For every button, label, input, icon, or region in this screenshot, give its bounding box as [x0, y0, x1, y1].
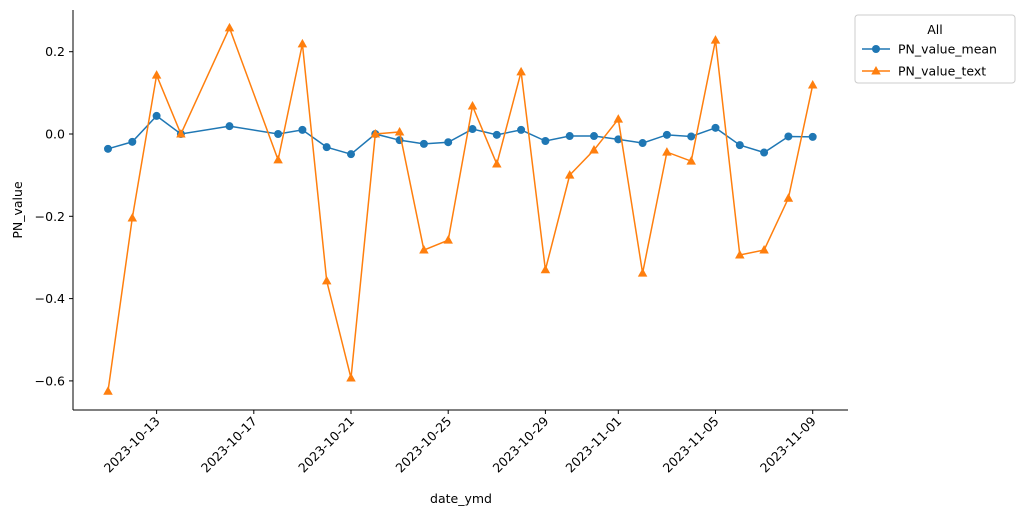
data-point [807, 80, 818, 89]
series-line [107, 25, 814, 392]
y-tick-label: 0.2 [45, 44, 65, 59]
x-tick-label: 2023-10-25 [392, 414, 454, 476]
data-point [662, 130, 671, 139]
data-point [127, 212, 138, 222]
data-point [224, 22, 235, 32]
data-point [783, 193, 794, 202]
data-point [516, 66, 526, 76]
data-point [321, 275, 332, 285]
x-axis-label: date_ymd [430, 491, 492, 506]
data-point [711, 123, 720, 132]
data-point [638, 139, 647, 148]
data-point [104, 144, 112, 153]
data-point [759, 245, 769, 254]
data-point [443, 235, 453, 244]
series-PN_value_mean [104, 111, 817, 159]
data-point [419, 245, 429, 254]
legend: All PN_value_mean PN_value_text [854, 14, 1016, 84]
legend-marker [872, 45, 880, 53]
data-point [614, 135, 623, 144]
x-tick-label: 2023-10-13 [101, 414, 163, 476]
data-point [735, 141, 744, 150]
axes [72, 10, 848, 411]
data-point [225, 122, 234, 131]
data-point [419, 139, 428, 148]
data-point [590, 132, 598, 141]
y-tick-label: −0.2 [35, 209, 65, 224]
y-tick-label: −0.6 [35, 373, 65, 388]
data-point [370, 129, 381, 138]
data-point [103, 386, 113, 395]
data-point [467, 101, 478, 110]
legend-label: PN_value_text [898, 64, 986, 79]
data-point [347, 150, 355, 159]
data-point [346, 373, 356, 382]
y-axis-label: PN_value [10, 181, 25, 239]
data-point [444, 138, 453, 147]
data-point [151, 70, 162, 79]
legend-marker [871, 66, 881, 75]
data-point [784, 132, 793, 141]
legend-label: PN_value_mean [898, 42, 997, 57]
data-point [176, 129, 186, 138]
data-point [152, 111, 161, 120]
series-PN_value_text [103, 22, 818, 395]
data-point [760, 148, 769, 157]
data-point [394, 126, 405, 136]
data-point [565, 132, 574, 141]
legend-item: PN_value_text [862, 64, 986, 79]
data-point [297, 38, 308, 48]
data-point [128, 137, 137, 146]
data-point [492, 130, 501, 139]
data-point [686, 156, 696, 165]
y-tick-label: −0.4 [35, 291, 65, 306]
x-tick-label: 2023-11-01 [562, 414, 624, 476]
data-point [492, 159, 502, 168]
data-point [687, 132, 696, 141]
x-tick-label: 2023-10-17 [198, 414, 260, 476]
data-point [273, 154, 283, 164]
data-point [589, 145, 599, 154]
series-line [107, 114, 813, 155]
x-tick-label: 2023-11-05 [660, 414, 722, 476]
data-point [468, 125, 477, 134]
data-point [541, 136, 550, 145]
data-point [637, 268, 648, 277]
legend-item: PN_value_mean [862, 42, 997, 57]
data-point [564, 170, 575, 179]
data-point [274, 130, 283, 138]
x-tick-label: 2023-10-29 [490, 413, 552, 475]
x-tick-label: 2023-10-21 [295, 414, 357, 476]
data-point [298, 125, 307, 134]
x-tick-label: 2023-11-09 [757, 413, 819, 475]
legend-title: All [927, 22, 943, 37]
data-point [662, 147, 672, 156]
y-tick-label: 0.0 [45, 127, 65, 142]
data-point [735, 249, 745, 259]
data-point [808, 132, 817, 141]
legend-box [854, 14, 1016, 84]
data-point [322, 143, 331, 152]
data-point [517, 125, 526, 134]
data-point [540, 264, 551, 274]
data-point [710, 35, 721, 44]
data-point [613, 114, 624, 123]
